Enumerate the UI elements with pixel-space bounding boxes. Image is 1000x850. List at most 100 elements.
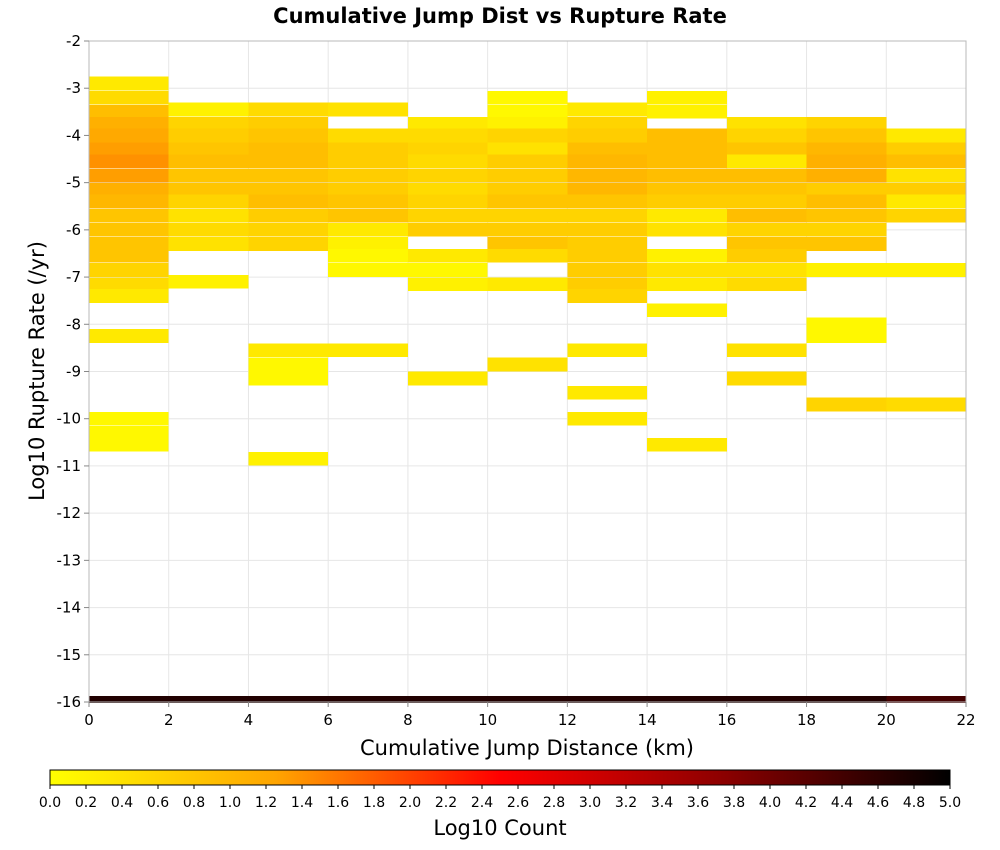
heatmap-cell	[89, 182, 169, 197]
heatmap-cell	[647, 182, 727, 197]
heatmap-cell	[647, 223, 727, 237]
heatmap-cell	[647, 128, 727, 143]
heatmap-cell	[647, 263, 727, 277]
y-tick-label: -12	[57, 504, 82, 522]
heatmap-cell	[487, 142, 568, 157]
colorbar-tick-label: 2.0	[399, 795, 421, 811]
heatmap-cell	[806, 329, 887, 343]
heatmap-cell	[567, 263, 648, 277]
x-tick-label: 20	[877, 711, 896, 729]
colorbar-label: Log10 Count	[433, 816, 566, 840]
heatmap-cell	[806, 194, 887, 209]
heatmap-cell	[328, 237, 408, 251]
heatmap-cell	[806, 208, 887, 223]
heatmap-cell	[647, 437, 727, 452]
heatmap-cell	[726, 263, 807, 277]
heatmap-cell	[89, 289, 169, 303]
heatmap-cell	[89, 142, 169, 157]
heatmap-cell	[567, 248, 648, 263]
heatmap-cell	[248, 208, 329, 223]
x-axis-ticks: 0 2 4 6 8 10 12 14 16 18 20 22	[84, 702, 976, 729]
heatmap-cell	[647, 90, 727, 105]
heatmap-cell	[407, 168, 488, 183]
heatmap-cell	[806, 116, 887, 131]
heatmap-cell	[407, 223, 488, 237]
colorbar-tick-label: 2.2	[435, 795, 457, 811]
heatmap-cell	[567, 385, 648, 400]
heatmap-cell	[806, 128, 887, 143]
heatmap-cell	[89, 128, 169, 143]
heatmap-cell	[567, 116, 648, 131]
heatmap-cell	[168, 168, 249, 183]
heatmap-cell	[886, 142, 966, 157]
heatmap-cell	[806, 142, 887, 157]
heatmap-cell	[328, 168, 408, 183]
heatmap-cell	[407, 116, 488, 131]
heatmap-cell	[328, 182, 408, 197]
heatmap-cell	[726, 277, 807, 291]
heatmap-cell	[89, 329, 169, 343]
colorbar	[49, 769, 951, 786]
heatmap-cell	[89, 248, 169, 263]
heatmap-cell	[567, 182, 648, 197]
x-axis-label: Cumulative Jump Distance (km)	[360, 736, 694, 760]
heatmap-cell	[168, 116, 249, 131]
heatmap-cell	[168, 208, 249, 223]
x-tick-label: 14	[638, 711, 657, 729]
heatmap-cell	[487, 128, 568, 143]
colorbar-tick-label: 0.2	[75, 795, 97, 811]
y-tick-label: -3	[66, 79, 81, 97]
heatmap-cell	[726, 128, 807, 143]
heatmap-cell	[89, 90, 169, 105]
heatmap-cell	[647, 208, 727, 223]
heatmap-cell	[89, 237, 169, 251]
heatmap-cell	[89, 426, 169, 440]
heatmap-cell	[89, 194, 169, 209]
heatmap-cell	[806, 182, 887, 197]
y-tick-label: -15	[57, 646, 82, 664]
heatmap-cell	[407, 194, 488, 209]
heatmap-cell	[726, 237, 807, 251]
heatmap-cell	[248, 357, 329, 372]
heatmap-cell	[248, 237, 329, 251]
y-axis-ticks: -2 -3 -4 -5 -6 -7 -8 -9 -10 -11 -12 -13 -14 -15 -16	[57, 32, 89, 711]
y-tick-label: -10	[57, 410, 82, 428]
colorbar-tick-label: 1.4	[291, 795, 313, 811]
heatmap-cell	[248, 128, 329, 143]
heatmap-cell	[806, 223, 887, 237]
y-tick-label: -4	[66, 126, 81, 144]
heatmap-cell	[806, 263, 887, 277]
heatmap-cell	[89, 411, 169, 426]
colorbar-tick-label: 0.6	[147, 795, 169, 811]
y-tick-label: -6	[66, 221, 81, 239]
colorbar-tick-label: 2.6	[507, 795, 529, 811]
heatmap-cell	[647, 303, 727, 317]
heatmap-cell	[487, 154, 568, 169]
heatmap-cell	[806, 317, 887, 332]
heatmap-cell	[89, 437, 169, 452]
heatmap-cell	[407, 128, 488, 143]
x-tick-label: 2	[164, 711, 174, 729]
colorbar-tick-label: 0.4	[111, 795, 133, 811]
heatmap-cell	[407, 248, 488, 263]
y-tick-label: -8	[66, 315, 81, 333]
heatmap-cell	[328, 208, 408, 223]
heatmap-cell	[248, 371, 329, 386]
heatmap-cell	[647, 248, 727, 263]
heatmap-cell-bottom	[89, 696, 169, 704]
colorbar-tick-label: 0.0	[39, 795, 61, 811]
heatmap-cell	[248, 223, 329, 237]
heatmap-cell	[248, 154, 329, 169]
heatmap-cells	[89, 76, 966, 704]
heatmap-cell	[89, 277, 169, 291]
colorbar-tick-label: 4.8	[903, 795, 925, 811]
heatmap-cell	[567, 154, 648, 169]
colorbar-tick-label: 1.2	[255, 795, 277, 811]
heatmap-cell	[487, 277, 568, 291]
x-tick-label: 22	[956, 711, 975, 729]
heatmap-cell	[886, 397, 966, 412]
heatmap-cell	[168, 142, 249, 157]
heatmap-cell	[726, 223, 807, 237]
colorbar-tick-label: 1.0	[219, 795, 241, 811]
heatmap-cell-bottom	[806, 696, 887, 704]
